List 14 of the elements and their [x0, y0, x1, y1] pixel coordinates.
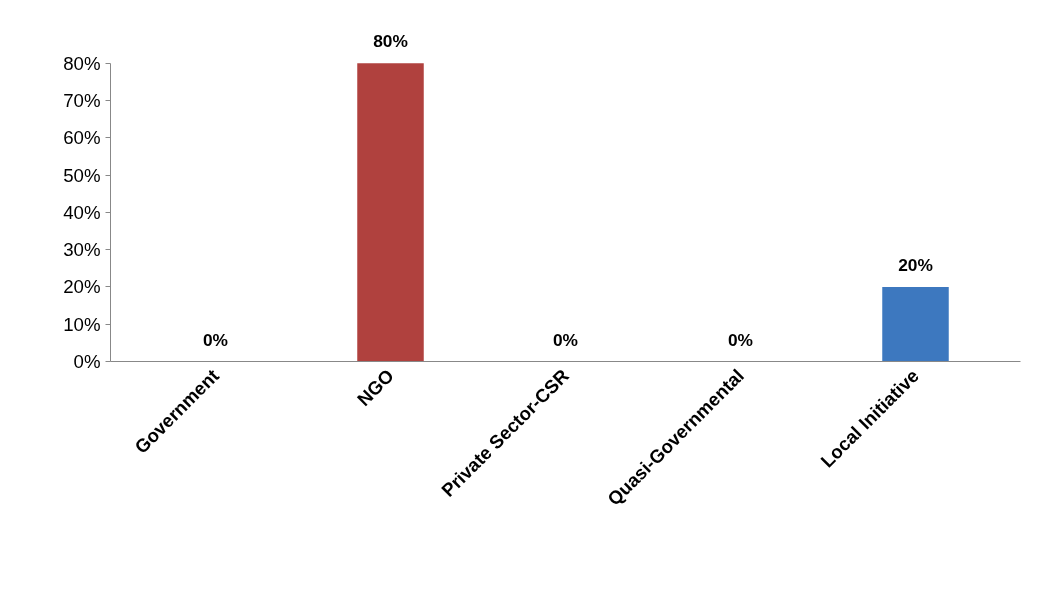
data-label: 0% [202, 329, 229, 350]
data-label: 80% [373, 31, 408, 52]
y-tick-label: 50% [63, 164, 101, 186]
y-tick-label: 70% [63, 90, 101, 112]
y-tick-label: 20% [63, 276, 101, 298]
data-label: 0% [552, 329, 579, 350]
data-label: 20% [898, 254, 933, 275]
data-label: 0% [727, 329, 754, 350]
y-tick-label: 10% [63, 313, 101, 335]
y-tick-label: 40% [63, 201, 101, 223]
y-tick-label: 80% [63, 52, 101, 74]
y-tick-label: 30% [63, 239, 101, 261]
y-tick-label: 60% [63, 127, 101, 149]
y-tick-label: 0% [73, 351, 101, 372]
